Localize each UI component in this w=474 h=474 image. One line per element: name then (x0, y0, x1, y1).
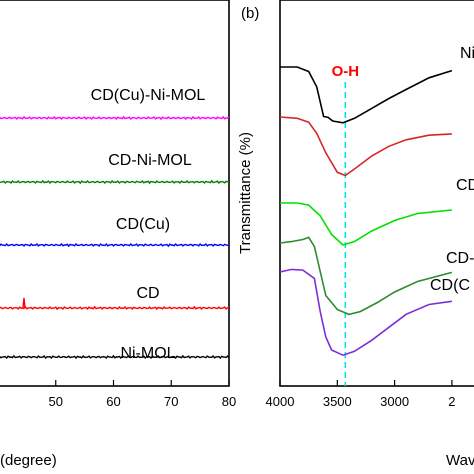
panel-b-series-label: CD(C (430, 277, 470, 294)
panel-a: CD(Cu)-Ni-MOL CD-Ni-MOL CD(Cu) CD Ni-MOL 50 6… (0, 0, 236, 469)
panel-b-x-ticks: 4000 3500 3000 2 (266, 380, 456, 409)
panel-a-series-label: CD(Cu) (116, 216, 170, 233)
panel-a-series-label: CD-Ni-MOL (108, 152, 192, 169)
panel-a-series-cd-cu-ni-mol (0, 115, 230, 121)
panel-b-series-label: Ni (460, 45, 474, 62)
panel-b-label: (b) (241, 5, 259, 22)
panel-b-series-2 (279, 116, 452, 177)
panel-b-x-axis-title: Wav (446, 452, 474, 469)
panel-a-series-ni-mol (0, 354, 230, 360)
panel-a-series-label: CD(Cu)-Ni-MOL (91, 87, 206, 104)
panel-b-series-label: CD (456, 177, 474, 194)
panel-a-series-label: Ni-MOL (120, 345, 175, 362)
panel-b-frame (279, 0, 474, 387)
panel-b-x-tick-label: 3000 (380, 394, 409, 409)
oh-annotation-label: O-H (332, 63, 360, 80)
panel-a-series-cd (0, 305, 230, 311)
panel-b-x-tick-label: 2 (448, 394, 455, 409)
panel-a-x-tick-label: 60 (106, 394, 120, 409)
panel-b-x-tick-label: 4000 (266, 394, 295, 409)
panel-a-labels-group: CD(Cu)-Ni-MOL CD-Ni-MOL CD(Cu) CD Ni-MOL (91, 87, 206, 362)
panel-a-x-axis-title: (degree) (0, 452, 57, 469)
panel-b-series-3 (280, 202, 452, 246)
panel-b-series-1 (280, 66, 453, 124)
panel-a-x-tick-label: 80 (222, 394, 236, 409)
panel-a-series-group (0, 115, 230, 360)
panel-b-x-tick-label: 3500 (323, 394, 352, 409)
panel-b: (b) O-H Ni CD CD- CD(C 4000 3500 3000 2 Transm… (237, 0, 474, 469)
panel-b-labels-group: Ni CD CD- CD(C (430, 45, 474, 294)
panel-a-series-label: CD (136, 285, 159, 302)
panel-a-x-ticks: 50 60 70 80 (49, 380, 236, 409)
panel-a-series-cd-ni-mol (0, 179, 230, 185)
panel-b-y-axis-title: Transmittance (%) (237, 132, 254, 254)
panel-b-series-5 (279, 268, 453, 357)
panel-b-series-group (279, 66, 453, 357)
panel-b-annotation-group: O-H (332, 63, 360, 386)
panel-a-x-tick-label: 50 (49, 394, 63, 409)
panel-a-series-cd-cu- (0, 242, 230, 248)
panel-a-x-tick-label: 70 (164, 394, 178, 409)
panel-a-cd-peak (22, 297, 26, 309)
panel-b-series-4 (279, 236, 453, 316)
panel-a-frame (0, 0, 230, 387)
panel-b-series-label: CD- (446, 250, 474, 267)
